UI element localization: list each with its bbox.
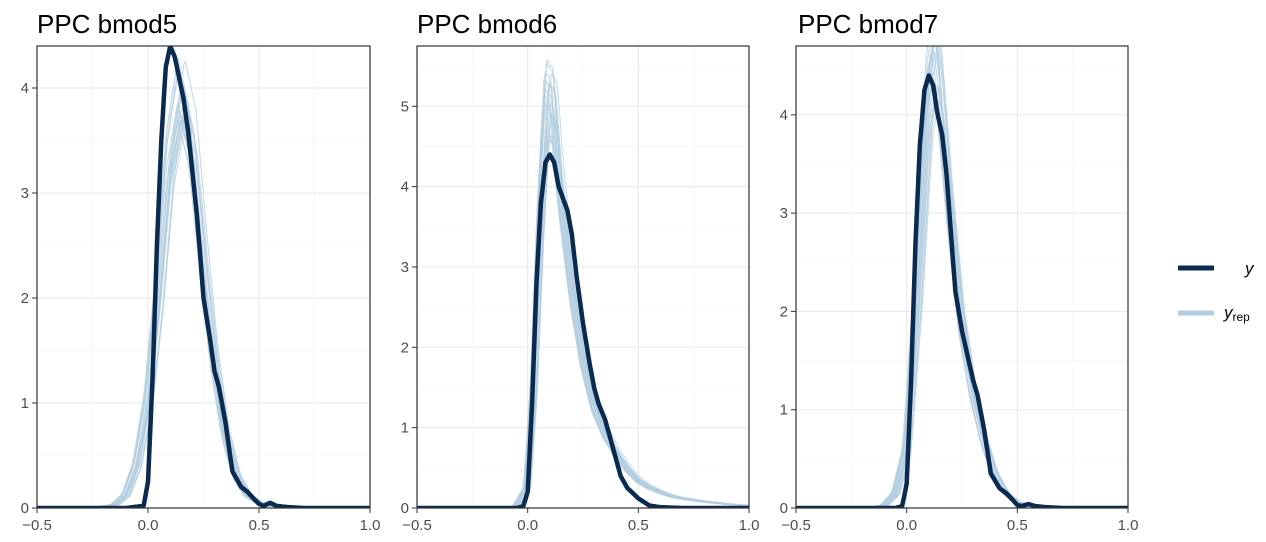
panel-title: PPC bmod5 [37, 9, 177, 39]
y-tick-label: 0 [780, 500, 788, 517]
y-tick-label: 2 [780, 303, 788, 320]
x-tick-label: −0.5 [402, 517, 432, 534]
panel-1: −0.5 0.0 0.5 1.0 0 1 2 3 4 PPC bmod5 [21, 9, 381, 534]
plot-area [417, 58, 749, 508]
x-tick-label: 0.5 [1007, 517, 1028, 534]
y-tick-label: 1 [21, 395, 29, 412]
panel-frame [795, 45, 1129, 509]
yrep-curve [37, 105, 370, 508]
y-tick-label: 1 [401, 420, 409, 437]
y-observed-curve [417, 152, 749, 508]
y-tick-label: 4 [401, 179, 409, 196]
yrep-curve [796, 46, 1128, 508]
y-tick-label: 2 [401, 339, 409, 356]
yrep-curve [37, 111, 370, 508]
yrep-curve [796, 48, 1128, 508]
legend-label-y: y [1244, 259, 1255, 278]
y-tick-label: 4 [780, 107, 788, 124]
legend: y yrep [1178, 259, 1255, 324]
yrep-curve [37, 106, 370, 508]
y-tick-label: 3 [780, 205, 788, 222]
x-tick-label: 1.0 [1118, 517, 1139, 534]
y-tick-label: 0 [401, 500, 409, 517]
panel-title: PPC bmod7 [798, 9, 938, 39]
x-tick-label: −0.5 [22, 517, 52, 534]
x-tick-label: 0.0 [896, 517, 917, 534]
yrep-curve [37, 86, 370, 508]
yrep-curve [417, 100, 749, 508]
panel-3: −0.5 0.0 0.5 1.0 0 1 2 3 4 PPC bmod7 [780, 9, 1139, 534]
yrep-curve [796, 53, 1128, 508]
y-tick-label: 4 [21, 80, 29, 97]
plot-area [796, 46, 1128, 508]
y-tick-label: 3 [21, 185, 29, 202]
x-tick-label: 0.0 [517, 517, 538, 534]
x-tick-label: 0.5 [249, 517, 270, 534]
y-observed-curve [796, 73, 1128, 508]
yrep-curve [796, 86, 1128, 508]
yrep-curve [796, 84, 1128, 508]
y-tick-label: 0 [21, 500, 29, 517]
y-tick-label: 5 [401, 98, 409, 115]
y-tick-label: 1 [780, 402, 788, 419]
panel-title: PPC bmod6 [417, 9, 557, 39]
yrep-curve [37, 59, 370, 508]
x-tick-label: 1.0 [360, 517, 381, 534]
x-tick-label: 1.0 [739, 517, 760, 534]
panel-frame [416, 45, 750, 509]
yrep-curve [417, 62, 749, 508]
yrep-curve [796, 85, 1128, 508]
x-tick-label: −0.5 [781, 517, 811, 534]
legend-label-yrep: yrep [1223, 303, 1250, 324]
y-observed-curve [37, 46, 370, 508]
x-tick-label: 0.5 [628, 517, 649, 534]
y-tick-label: 3 [401, 259, 409, 276]
panel-2: −0.5 0.0 0.5 1.0 0 1 2 3 4 5 PPC bmod6 [401, 9, 760, 534]
legend-label-yrep-subscript: rep [1233, 310, 1251, 324]
panel-frame [36, 45, 371, 509]
y-tick-label: 2 [21, 290, 29, 307]
x-tick-label: 0.0 [138, 517, 159, 534]
